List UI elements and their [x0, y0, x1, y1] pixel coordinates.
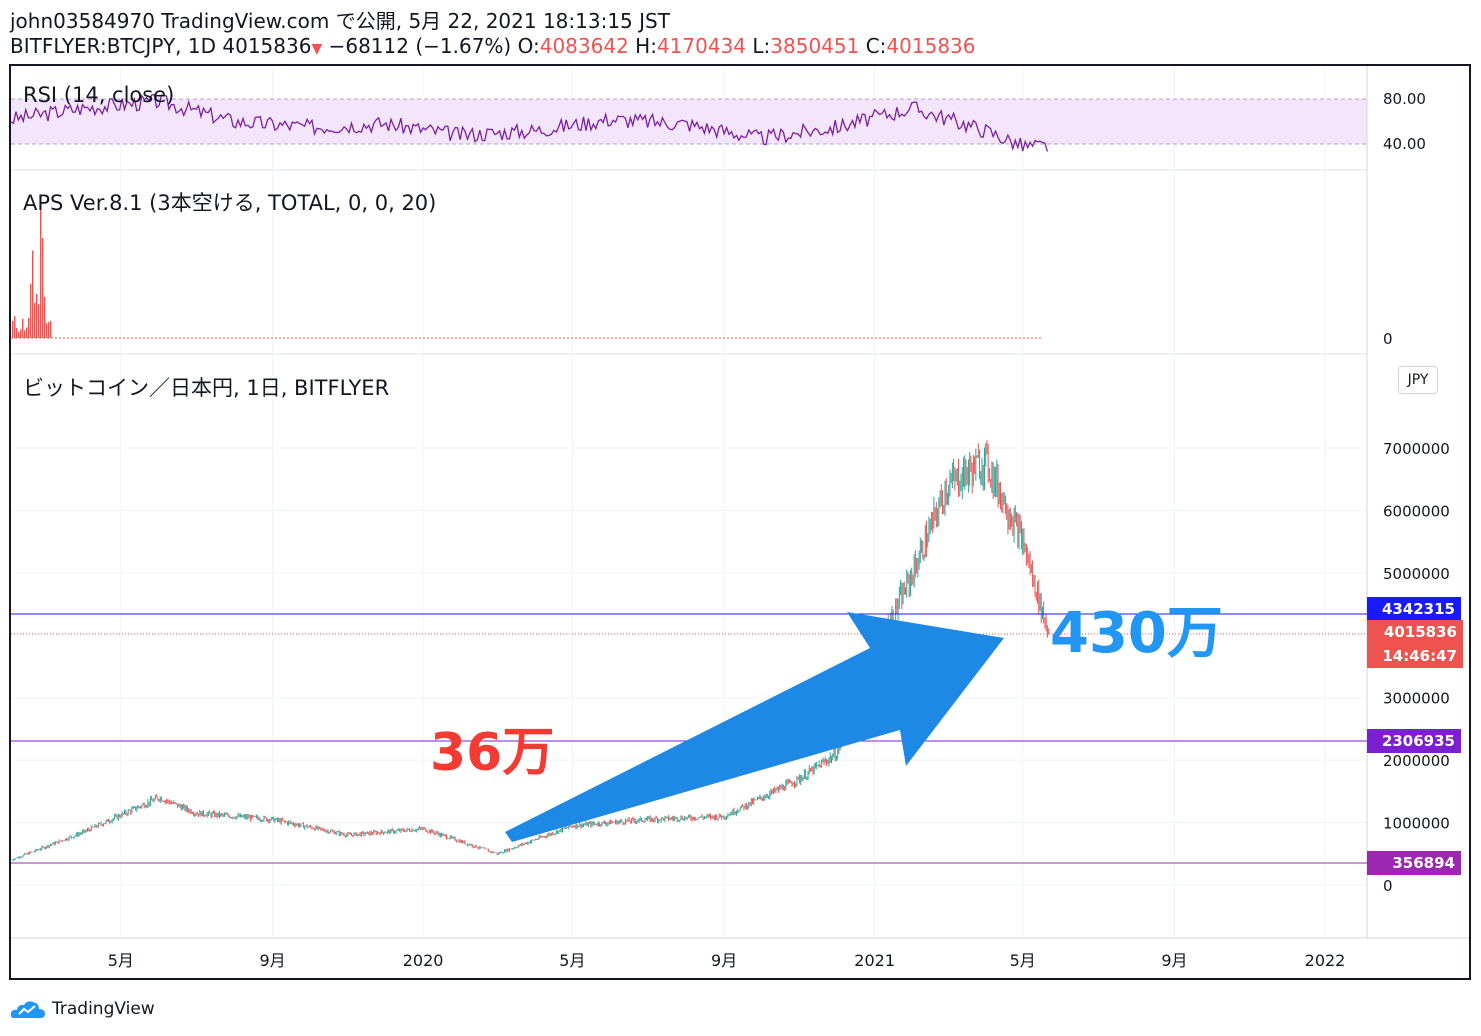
aps-bar: [12, 321, 14, 338]
rsi-pane-title: RSI (14, close): [23, 83, 175, 107]
aps-bar: [36, 293, 38, 338]
low-label: L:: [752, 34, 771, 58]
symbol-label: BITFLYER:BTCJPY, 1D: [10, 34, 217, 58]
rsi-axis-tick: 40.00: [1383, 135, 1426, 153]
price-axis-ticks: 80.00 40.00 0 0 1000000 2000000 3000000 5000000…: [1383, 90, 1450, 895]
aps-bar: [24, 330, 26, 338]
tradingview-cloud-icon: [10, 1001, 46, 1018]
aps-bar: [30, 283, 32, 338]
price-axis-tick: 1000000: [1383, 815, 1450, 833]
high-label: H:: [635, 34, 657, 58]
price-axis-tick: 7000000: [1383, 440, 1450, 458]
aps-histogram: [12, 203, 52, 338]
tradingview-logo-text: TradingView: [52, 999, 155, 1019]
level-label-violet: 356894: [1367, 851, 1461, 875]
grid-lines: [11, 66, 1367, 938]
price-axis-tick: 2000000: [1383, 752, 1450, 770]
aps-axis-tick: 0: [1383, 330, 1393, 348]
aps-bar: [48, 322, 50, 338]
aps-bar: [28, 317, 30, 338]
aps-bar: [20, 329, 22, 338]
aps-bar: [22, 318, 24, 338]
tradingview-logo[interactable]: TradingView: [10, 995, 155, 1023]
open-value: 4083642: [539, 34, 629, 58]
price-candles: [10, 440, 1050, 861]
high-value: 4170434: [656, 34, 747, 58]
bar-countdown: 14:46:47: [1382, 647, 1457, 665]
rsi-line: [10, 93, 1049, 152]
close-value: 4015836: [886, 34, 976, 58]
aps-bar: [50, 320, 52, 338]
aps-bar: [14, 315, 16, 338]
aps-bar: [40, 203, 42, 338]
aps-bar: [46, 323, 48, 338]
aps-bar: [38, 304, 40, 338]
price-axis-tick: 0: [1383, 877, 1393, 895]
low-value: 3850451: [770, 34, 860, 58]
symbol-info-line: BITFLYER:BTCJPY, 1D 4015836▼ −68112 (−1.…: [10, 34, 976, 61]
time-axis-tick: 2020: [403, 951, 444, 970]
aps-bar: [34, 302, 36, 338]
aps-bar: [42, 238, 44, 338]
trend-arrow-drawing[interactable]: [505, 612, 1004, 842]
annotation-low[interactable]: 36万: [430, 723, 555, 783]
level-label-purple: 2306935: [1367, 729, 1461, 753]
last-price-label: 4015836 14:46:47: [1367, 620, 1463, 668]
aps-bar: [16, 328, 18, 338]
time-axis-ticks: 5月 9月 2020 5月 9月 2021 5月 9月 2022: [108, 951, 1346, 970]
aps-bar: [26, 327, 28, 338]
aps-bar: [32, 250, 34, 338]
rsi-axis-tick: 80.00: [1383, 90, 1426, 108]
down-arrow-icon: ▼: [311, 41, 323, 57]
time-axis-tick: 2022: [1305, 951, 1346, 970]
time-axis-tick: 9月: [259, 951, 285, 970]
publish-info: john03584970 TradingView.com で公開, 5月 22,…: [10, 9, 670, 33]
last-price-value: 4015836: [1383, 623, 1457, 641]
time-axis-tick: 2021: [854, 951, 895, 970]
price-axis-tick: 3000000: [1383, 690, 1450, 708]
time-axis-tick: 5月: [559, 951, 585, 970]
time-axis-tick: 9月: [711, 951, 737, 970]
price-axis-tick: 6000000: [1383, 502, 1450, 520]
annotation-high[interactable]: 430万: [1050, 601, 1223, 666]
current-price: 4015836: [222, 34, 312, 58]
time-axis-tick: 5月: [108, 951, 134, 970]
aps-bar: [44, 296, 46, 338]
aps-bar: [18, 331, 20, 338]
time-axis-tick: 9月: [1161, 951, 1187, 970]
price-change: −68112 (−1.67%): [328, 34, 512, 58]
main-pane-title: ビットコイン／日本円, 1日, BITFLYER: [23, 376, 390, 400]
close-label: C:: [865, 34, 887, 58]
open-label: O:: [517, 34, 540, 58]
level-label-blue: 4342315: [1367, 597, 1461, 621]
chart-frame: [9, 64, 1471, 980]
time-axis-tick: 5月: [1010, 951, 1036, 970]
price-axis-tick: 5000000: [1383, 565, 1450, 583]
currency-button[interactable]: JPY: [1398, 366, 1438, 394]
aps-pane-title: APS Ver.8.1 (3本空ける, TOTAL, 0, 0, 20): [23, 191, 437, 215]
